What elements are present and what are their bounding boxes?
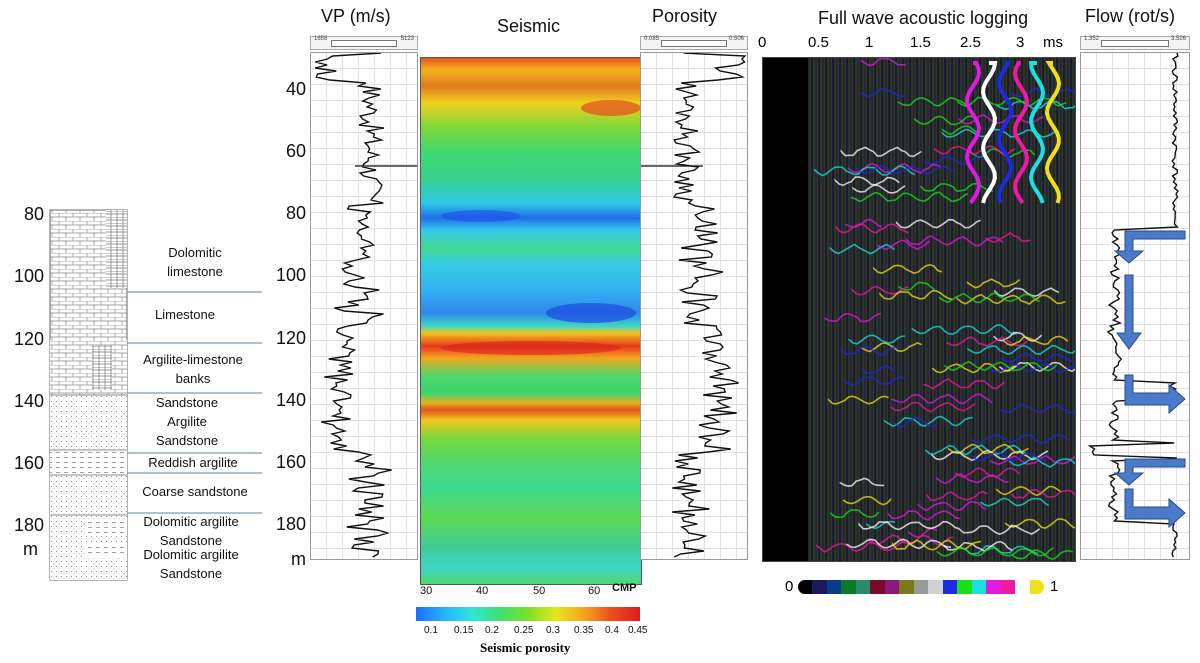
fwal-waveforms <box>813 58 1075 561</box>
lithology-label-dolomitic-limestone: Dolomitic limestone <box>167 245 223 279</box>
fwal-colorbar-swatch <box>1029 580 1044 594</box>
depth-tick: 180 <box>275 514 306 534</box>
fwal-time-axis: 0 0.5 1 1.5 2.5 3 ms <box>756 34 1076 56</box>
colorbar-tick: 0.4 <box>605 625 619 636</box>
depth-tick: 160 <box>275 452 306 472</box>
lithology-label-coarse-sandstone: Coarse sandstone <box>142 484 248 499</box>
fwal-colorbar-swatch <box>942 580 958 594</box>
fwal-image <box>762 57 1076 562</box>
colorbar-tick: 0.45 <box>628 625 648 636</box>
fwal-colorbar-swatch <box>957 580 972 594</box>
fwal-colorbar-min: 0 <box>785 578 794 595</box>
vp-log-curve <box>315 53 417 558</box>
colorbar-tick: 0.2 <box>485 625 499 636</box>
flow-track-title: Flow (rot/s) <box>1085 6 1175 26</box>
lithology-label-sandstone-argilite: Sandstone Argilite Sandstone <box>155 395 219 448</box>
fwal-colorbar-swatch <box>855 580 871 594</box>
seismic-x-axis: 30 40 50 60 CMP <box>420 582 640 605</box>
depth-tick: 140 <box>275 390 306 410</box>
seismic-colorbar <box>416 607 640 621</box>
porosity-log-curve <box>641 53 747 558</box>
seismic-panel-title: Seismic <box>497 16 561 36</box>
colorbar-tick: 0.3 <box>546 625 560 636</box>
lithology-label-reddish-argilite: Reddish argilite <box>148 455 238 470</box>
fwal-colorbar <box>798 577 1044 597</box>
flow-arrow-down-left-icon <box>1113 230 1186 264</box>
lithology-pattern <box>49 209 262 581</box>
vp-track-title: VP (m/s) <box>321 6 391 26</box>
colorbar-tick: 0.15 <box>454 625 474 636</box>
fwal-colorbar-swatch <box>841 580 856 594</box>
left-depth-tick: 180 <box>13 515 44 535</box>
flow-arrow-down-icon <box>1116 274 1142 350</box>
depth-tick: 100 <box>275 265 306 285</box>
vp-scale-bar: 1658 5123 <box>310 36 418 50</box>
seismic-x-unit: CMP <box>612 582 637 594</box>
seismic-x-tick: 30 <box>420 585 433 597</box>
fwal-time-tick: 1 <box>865 34 874 51</box>
colorbar-tick: 0.35 <box>574 625 594 636</box>
porosity-scale-bar: 0.085 0.506 <box>640 36 748 50</box>
depth-tick: 60 <box>285 141 306 161</box>
fwal-colorbar-swatch <box>1000 580 1016 594</box>
fwal-panel-title: Full wave acoustic logging <box>818 8 1029 28</box>
fwal-colorbar-swatch <box>798 580 813 594</box>
left-depth-tick: 80 <box>23 204 44 224</box>
seismic-colorbar-ticks: 0.1 0.15 0.2 0.25 0.3 0.35 0.4 0.45 <box>416 625 647 639</box>
fwal-colorbar-swatch <box>812 580 827 594</box>
seismic-colorbar-label: Seismic porosity <box>480 640 571 655</box>
left-depth-tick: 100 <box>13 266 44 286</box>
porosity-log-track <box>640 52 748 560</box>
flow-arrow-left-down-icon <box>1113 458 1186 486</box>
fwal-colorbar-swatch <box>928 580 943 594</box>
lithology-label-dolomitic-argilite-2: Dolomitic argilite Sandstone <box>143 547 239 581</box>
flow-direction-arrows <box>1113 230 1186 529</box>
fwal-time-tick: 2.5 <box>960 34 981 51</box>
fwal-colorbar-swatch <box>1015 580 1030 594</box>
seismic-texture <box>441 100 641 355</box>
flow-arrow-right-lower-icon <box>1124 488 1186 529</box>
seismic-x-tick: 40 <box>476 585 489 597</box>
fwal-colorbar-swatch <box>870 580 885 594</box>
seismic-section <box>420 57 642 585</box>
lithology-label-limestone: Limestone <box>155 307 215 322</box>
fwal-colorbar-swatch <box>899 580 914 594</box>
lithology-label-argilite-limestone-banks: Argilite-limestone banks <box>143 352 243 386</box>
fwal-time-tick: 0.5 <box>808 34 829 51</box>
lithology-label-dolomitic-argilite-1: Dolomitic argilite Sandstone <box>143 514 239 548</box>
fwal-colorbar-swatch <box>826 580 842 594</box>
seismic-x-tick: 60 <box>588 585 601 597</box>
flow-log-track <box>1080 52 1190 560</box>
fwal-colorbar-swatch <box>884 580 900 594</box>
depth-tick: 80 <box>285 203 306 223</box>
left-depth-tick: 140 <box>13 391 44 411</box>
lithology-column <box>0 205 270 585</box>
flow-arrow-right-icon <box>1124 374 1186 415</box>
left-depth-tick: 120 <box>13 329 44 349</box>
left-depth-unit: m <box>23 539 38 559</box>
fwal-colorbar-max: 1 <box>1050 578 1059 595</box>
left-depth-tick: 160 <box>13 453 44 473</box>
fwal-colorbar-swatch <box>986 580 1001 594</box>
fwal-colorbar-swatch <box>913 580 929 594</box>
colorbar-tick: 0.1 <box>424 625 438 636</box>
vp-log-track <box>310 52 418 560</box>
fwal-time-tick: 0 <box>758 34 767 51</box>
depth-unit: m <box>291 549 306 569</box>
fwal-colorbar-swatch <box>971 580 987 594</box>
fwal-time-tick: 1.5 <box>910 34 931 51</box>
depth-tick: 120 <box>275 328 306 348</box>
fwal-time-unit: ms <box>1043 34 1063 51</box>
depth-tick: 40 <box>285 79 306 99</box>
colorbar-tick: 0.25 <box>514 625 534 636</box>
porosity-track-title: Porosity <box>652 6 718 26</box>
fwal-time-tick: 3 <box>1016 34 1025 51</box>
flow-scale-bar: 1.352 3.526 <box>1080 36 1190 50</box>
seismic-x-tick: 50 <box>533 585 546 597</box>
